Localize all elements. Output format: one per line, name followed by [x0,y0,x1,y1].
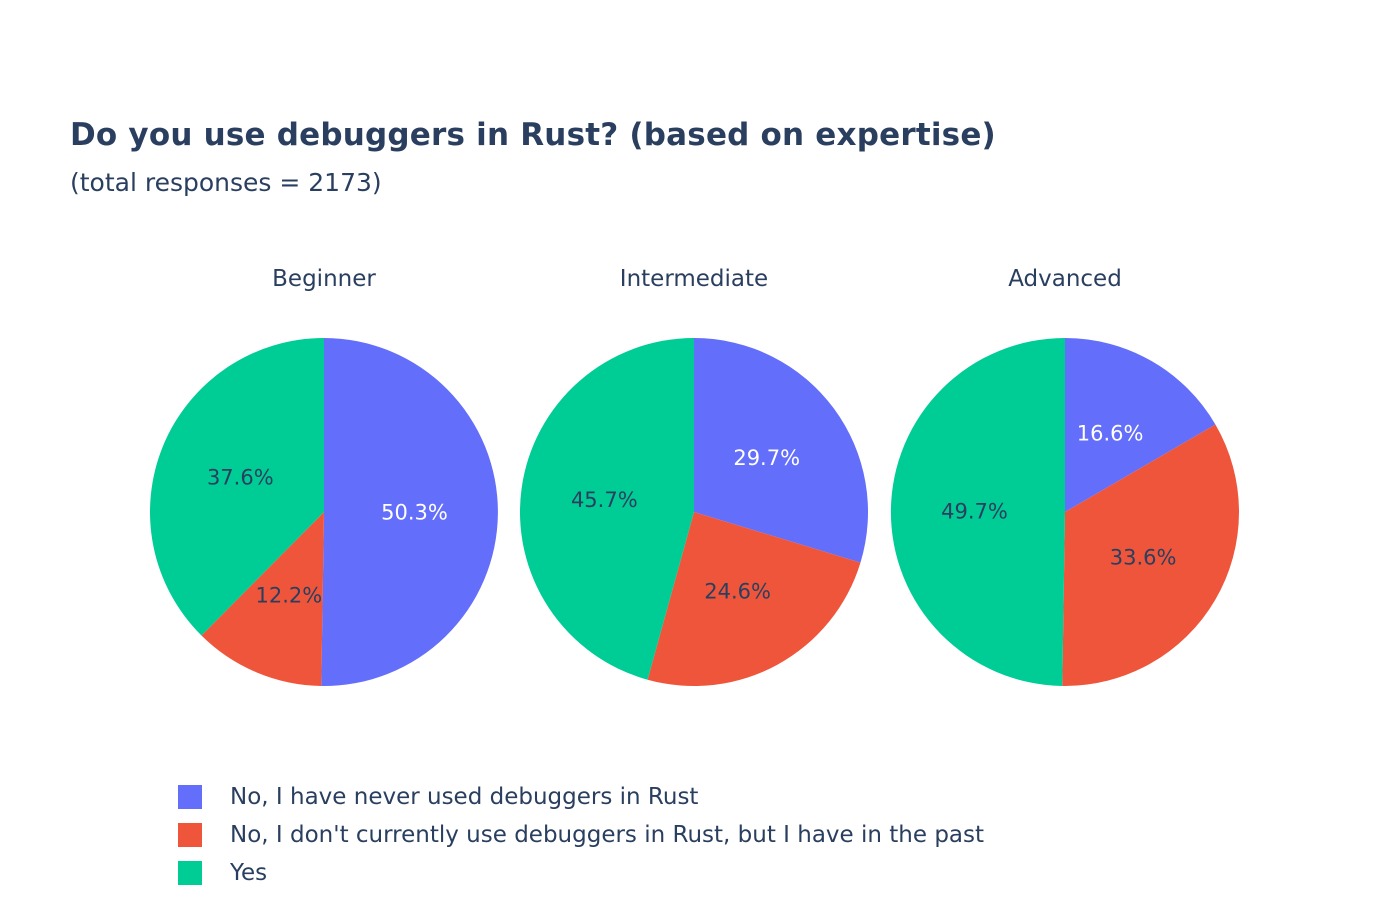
slice-advanced-past[interactable] [1062,424,1239,687]
pie-intermediate: 29.7% 24.6% 45.7% Intermediate [519,266,869,687]
slice-label-beginner-never: 50.3% [381,501,448,525]
legend-label-past: No, I don't currently use debuggers in R… [230,822,985,848]
slice-beginner-past[interactable] [201,512,324,686]
legend-item-yes[interactable]: Yes [178,854,984,892]
slice-label-advanced-past: 33.6% [1110,546,1177,570]
legend-swatch-yes [178,861,202,885]
slice-label-beginner-past: 12.2% [256,583,323,607]
pie-advanced: 16.6% 33.6% 49.7% Advanced [890,266,1239,687]
legend-label-yes: Yes [230,860,268,886]
chart-subtitle: (total responses = 2173) [70,168,382,197]
pie-title-beginner: Beginner [272,266,376,292]
slice-intermediate-yes[interactable] [519,338,694,680]
slice-intermediate-past[interactable] [647,512,861,687]
legend: No, I have never used debuggers in Rust … [178,778,984,892]
slice-label-advanced-never: 16.6% [1077,422,1144,446]
legend-swatch-past [178,823,202,847]
slice-beginner-never[interactable] [321,338,498,686]
slice-label-beginner-yes: 37.6% [207,466,274,490]
pie-title-advanced: Advanced [1008,266,1122,292]
slice-label-intermediate-never: 29.7% [733,446,800,470]
slice-intermediate-never[interactable] [694,338,869,563]
slice-advanced-never[interactable] [1065,338,1216,512]
pie-beginner: 50.3% 12.2% 37.6% Beginner [150,266,498,686]
slice-label-intermediate-yes: 45.7% [571,488,638,512]
pie-title-intermediate: Intermediate [620,266,768,292]
slice-label-intermediate-past: 24.6% [704,579,771,603]
legend-item-never[interactable]: No, I have never used debuggers in Rust [178,778,984,816]
legend-label-never: No, I have never used debuggers in Rust [230,784,699,810]
slice-advanced-yes[interactable] [890,337,1065,686]
slice-beginner-yes[interactable] [150,338,324,636]
pie-charts: 50.3% 12.2% 37.6% Beginner 29.7% 24.6% 45.7% In… [150,266,1239,687]
legend-swatch-never [178,785,202,809]
slice-label-advanced-yes: 49.7% [941,499,1008,523]
chart-title: Do you use debuggers in Rust? (based on … [70,117,996,153]
legend-item-past[interactable]: No, I don't currently use debuggers in R… [178,816,984,854]
